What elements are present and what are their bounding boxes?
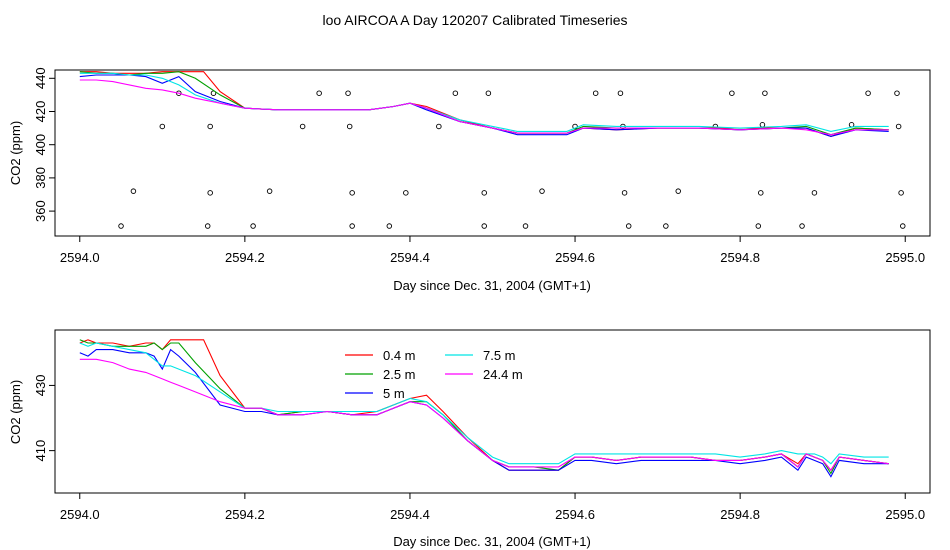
x-tick-label: 2594.6 xyxy=(555,250,595,265)
series-line xyxy=(79,79,889,136)
data-point xyxy=(811,190,818,196)
data-point xyxy=(403,190,409,196)
data-point xyxy=(755,223,762,229)
data-point xyxy=(130,188,137,194)
data-point xyxy=(436,123,442,130)
data-point xyxy=(799,223,805,229)
data-point xyxy=(345,90,351,96)
legend: 0.4 m 2.5 m 5 m 7.5 m 24.4 m xyxy=(345,348,523,401)
data-point xyxy=(266,188,273,194)
data-point xyxy=(572,123,578,130)
y-axis-label: CO2 (ppm) xyxy=(8,121,23,185)
data-point xyxy=(758,190,764,196)
x-tick-label: 2594.2 xyxy=(225,250,265,265)
x-tick-label: 2594.8 xyxy=(720,250,760,265)
data-point xyxy=(346,123,353,130)
legend-label: 5 m xyxy=(383,386,405,401)
data-point xyxy=(900,223,906,229)
data-point xyxy=(118,223,124,229)
legend-label: 24.4 m xyxy=(483,367,523,382)
data-point xyxy=(663,223,669,229)
data-point xyxy=(675,188,681,194)
data-point xyxy=(621,190,628,196)
data-point xyxy=(617,90,624,96)
series-line xyxy=(79,358,889,472)
data-point xyxy=(207,190,213,196)
data-point xyxy=(894,90,900,96)
data-point xyxy=(625,223,632,229)
data-point xyxy=(349,190,355,196)
legend-label: 7.5 m xyxy=(483,348,516,363)
data-point xyxy=(522,223,529,229)
data-point xyxy=(481,190,487,196)
y-tick-label: 410 xyxy=(33,440,48,462)
data-point xyxy=(759,122,766,128)
data-point xyxy=(452,90,459,96)
legend-label: 2.5 m xyxy=(383,367,416,382)
data-point xyxy=(539,188,545,194)
x-tick-label: 2594.2 xyxy=(225,507,265,522)
x-tick-label: 2594.4 xyxy=(390,250,430,265)
x-tick-label: 2595.0 xyxy=(885,507,925,522)
data-point xyxy=(386,223,393,229)
series-line xyxy=(79,339,889,472)
data-point xyxy=(481,223,487,229)
x-tick-label: 2594.0 xyxy=(60,507,100,522)
data-point xyxy=(159,123,166,130)
data-point xyxy=(592,90,599,96)
y-tick-label: 440 xyxy=(33,67,48,89)
x-tick-label: 2594.6 xyxy=(555,507,595,522)
legend-label: 0.4 m xyxy=(383,348,416,363)
data-point xyxy=(762,90,768,96)
data-point xyxy=(729,90,735,96)
y-tick-label: 430 xyxy=(33,375,48,397)
data-point xyxy=(865,90,871,96)
data-point xyxy=(898,190,904,196)
y-tick-label: 380 xyxy=(33,167,48,189)
y-tick-label: 420 xyxy=(33,101,48,123)
x-tick-label: 2594.0 xyxy=(60,250,100,265)
y-tick-label: 360 xyxy=(33,200,48,222)
data-point xyxy=(316,90,322,96)
series-line xyxy=(79,342,889,465)
y-axis-label: CO2 (ppm) xyxy=(8,380,23,444)
data-point xyxy=(207,123,213,130)
data-point xyxy=(349,223,355,229)
data-point xyxy=(204,223,211,229)
x-tick-label: 2594.4 xyxy=(390,507,430,522)
data-point xyxy=(299,123,306,130)
x-axis-label: Day since Dec. 31, 2004 (GMT+1) xyxy=(393,278,591,293)
plot-frame xyxy=(54,69,931,237)
bottom-panel: Day since Dec. 31, 2004 (GMT+1) CO2 (ppm… xyxy=(8,329,931,549)
x-tick-label: 2595.0 xyxy=(885,250,925,265)
top-panel: Day since Dec. 31, 2004 (GMT+1) CO2 (ppm… xyxy=(8,67,931,293)
data-point xyxy=(250,223,256,229)
y-tick-label: 400 xyxy=(33,134,48,156)
data-point xyxy=(485,90,492,96)
x-axis-label: Day since Dec. 31, 2004 (GMT+1) xyxy=(393,534,591,549)
chart-title: loo AIRCOA A Day 120207 Calibrated Times… xyxy=(322,12,627,28)
x-tick-label: 2594.8 xyxy=(720,507,760,522)
data-point xyxy=(895,123,902,130)
plot-frame xyxy=(54,329,931,494)
